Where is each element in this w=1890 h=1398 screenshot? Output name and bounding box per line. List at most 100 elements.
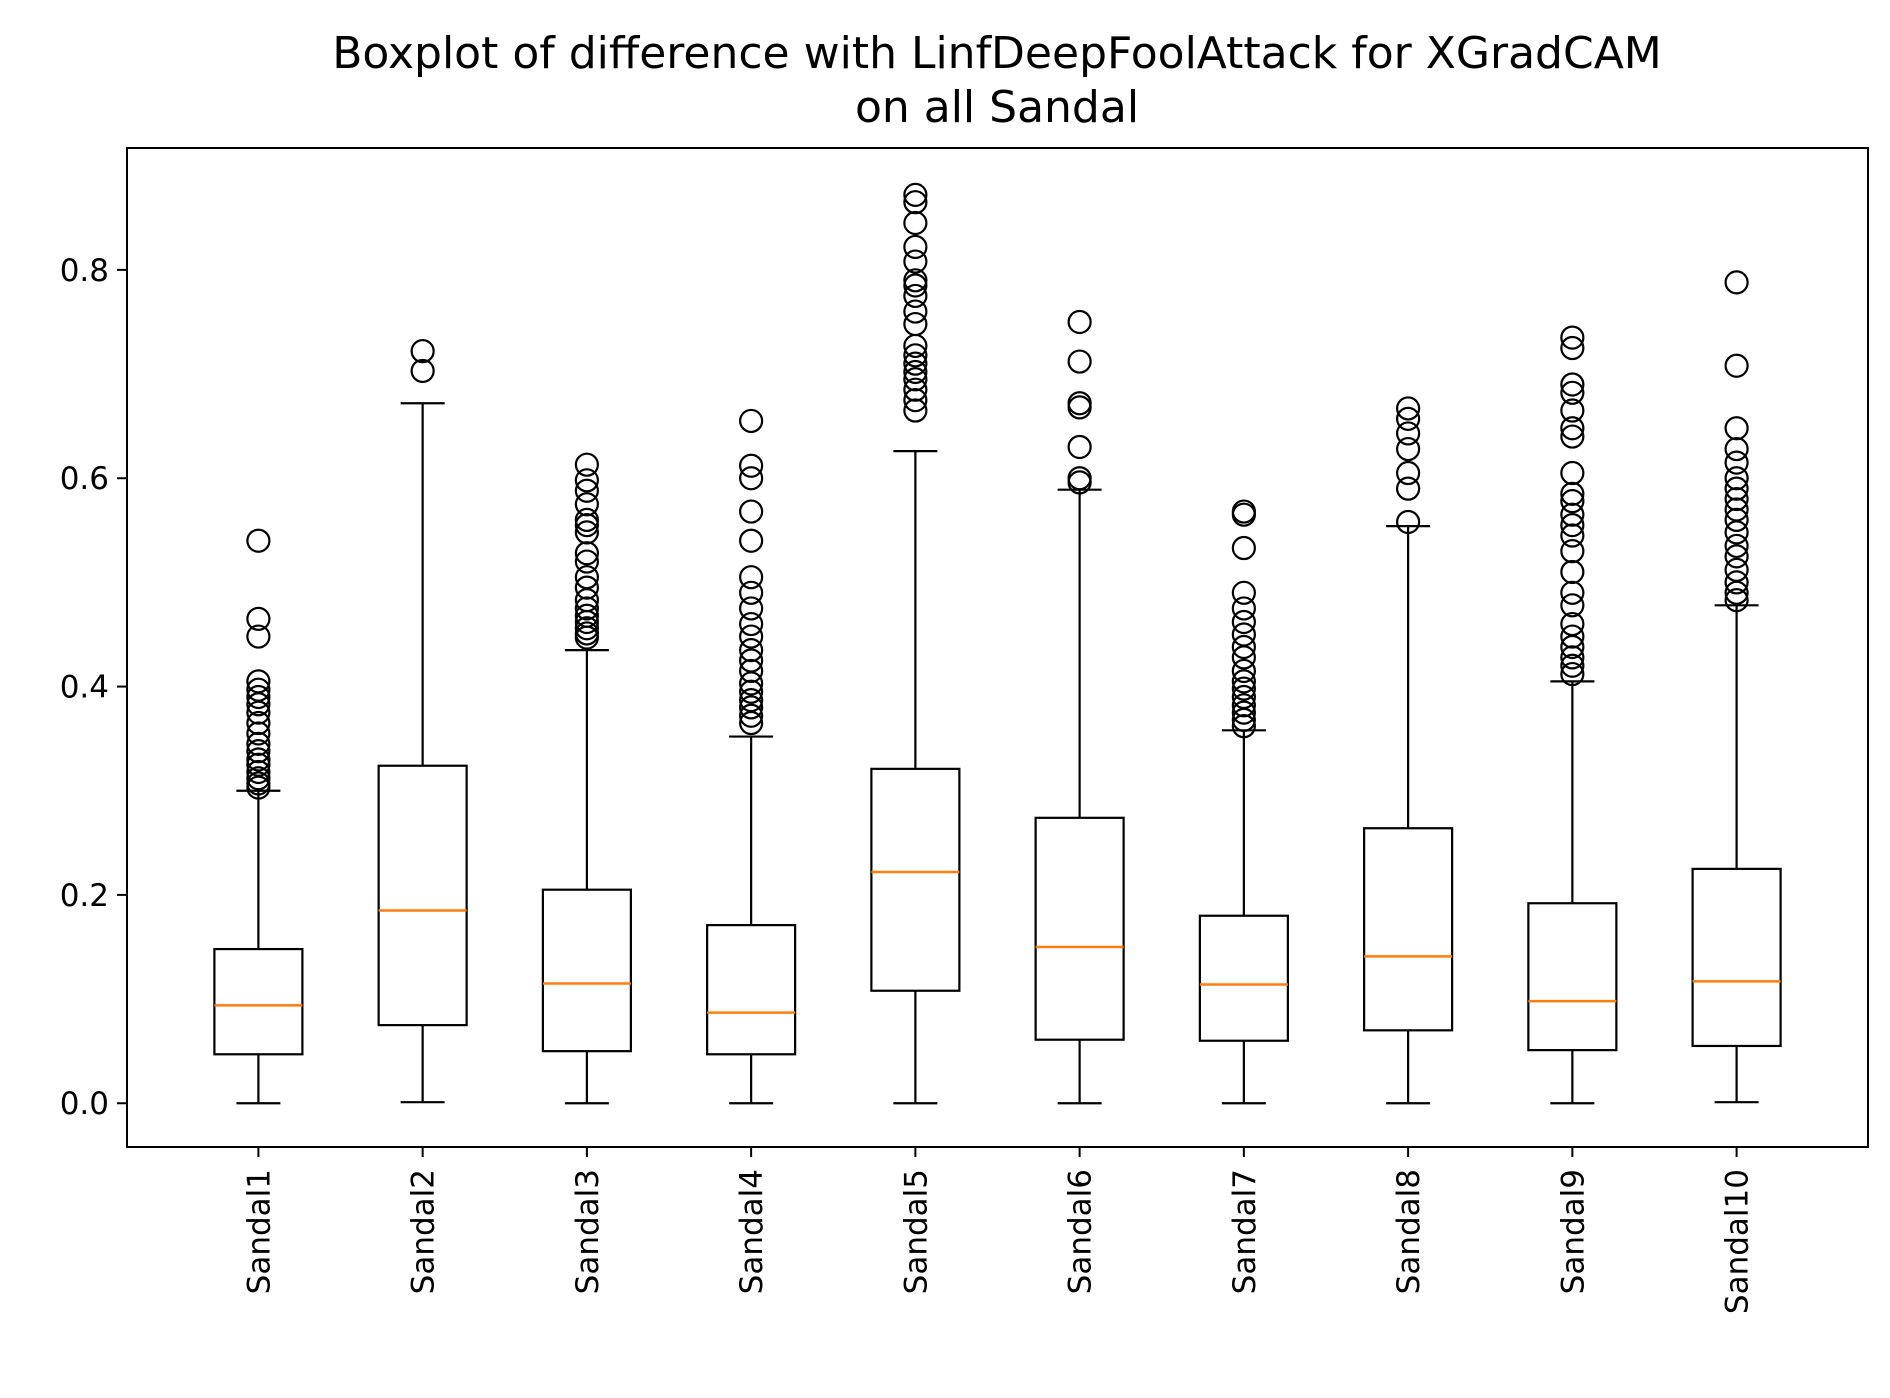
outlier-point [1724, 466, 1749, 491]
outlier-point [1560, 559, 1585, 585]
outlier-point [739, 499, 764, 524]
box-iqr [870, 767, 961, 992]
outlier-point [739, 528, 764, 553]
outlier-point [1231, 596, 1256, 621]
outlier-point [246, 606, 271, 631]
outlier-point [1231, 714, 1256, 739]
outlier-point [1231, 535, 1256, 561]
outlier-point [739, 580, 764, 605]
outlier-point [1724, 416, 1749, 441]
plot-area: 0.0 0.2 0.4 0.6 0.8 Sandal1 Sandal2 Sandal3 Sand… [60, 147, 1869, 1314]
x-tick-label: Sandal10 [1720, 1169, 1756, 1314]
y-tick-label: 0.8 [60, 253, 109, 289]
x-tick-label: Sandal6 [1063, 1169, 1099, 1294]
outlier-point [1231, 700, 1256, 725]
outlier-point [1067, 395, 1092, 420]
outlier-point [574, 616, 599, 641]
outlier-point [574, 520, 599, 545]
outlier-point [574, 512, 599, 538]
outlier-point [1560, 624, 1585, 649]
outlier-point [246, 747, 271, 772]
outlier-point [1560, 335, 1585, 361]
y-tick-label: 0.0 [60, 1086, 109, 1122]
outlier-point [1231, 622, 1256, 647]
box-iqr [1198, 914, 1289, 1042]
outlier-point [1231, 609, 1256, 635]
outlier-point [246, 759, 271, 785]
outlier-point [739, 679, 764, 704]
outlier-point [739, 710, 764, 736]
outlier-point [1560, 489, 1585, 514]
x-tick-label: Sandal1 [241, 1169, 277, 1294]
outlier-point [1560, 416, 1585, 441]
outlier-point [574, 452, 599, 477]
outlier-point [739, 624, 764, 649]
outlier-point [574, 541, 599, 566]
outlier-point [903, 190, 928, 215]
outlier-point [410, 339, 435, 364]
outlier-point [1724, 557, 1749, 582]
outlier-point [1231, 502, 1256, 527]
outlier-point [1067, 470, 1092, 495]
box-iqr [1363, 827, 1454, 1032]
outlier-point [903, 268, 928, 293]
outlier-point [903, 234, 928, 260]
outlier-point [1560, 661, 1585, 687]
outlier-point [1560, 380, 1585, 405]
outlier-point [574, 468, 599, 493]
x-tick-label: Sandal5 [898, 1169, 934, 1294]
outlier-point [410, 358, 435, 384]
x-tick-label: Sandal2 [406, 1169, 442, 1294]
outlier-point [1724, 436, 1749, 462]
outlier-point [1560, 645, 1585, 670]
outlier-point [739, 703, 764, 728]
outlier-point [1560, 460, 1585, 486]
outlier-point [574, 596, 599, 621]
outlier-point [903, 387, 928, 413]
box-iqr [377, 764, 468, 1027]
outlier-point [574, 609, 599, 635]
outlier-point [1560, 523, 1585, 548]
outlier-point [574, 507, 599, 532]
outlier-point [1231, 645, 1256, 670]
outlier-point [1396, 406, 1421, 431]
outlier-point [903, 299, 928, 324]
box-iqr [1691, 867, 1782, 1048]
outlier-point [1396, 421, 1421, 446]
x-tick-label: Sandal4 [734, 1169, 770, 1294]
outlier-point [1560, 481, 1585, 506]
outlier-point [1560, 593, 1585, 618]
outlier-point [903, 351, 928, 376]
outlier-point [574, 575, 599, 600]
outlier-point [246, 710, 271, 736]
box-iqr [541, 888, 632, 1053]
outlier-point [903, 377, 928, 402]
chart-title: Boxplot of difference with LinfDeepFoolA… [332, 28, 1662, 79]
outlier-point [903, 367, 928, 392]
outlier-point [1724, 353, 1749, 378]
chart-subtitle: on all Sandal [855, 82, 1139, 133]
outlier-point [1724, 533, 1749, 559]
outlier-point [246, 739, 271, 764]
outlier-point [1231, 693, 1256, 718]
outlier-point [903, 283, 928, 309]
outlier-point [739, 638, 764, 663]
outlier-point [246, 624, 271, 649]
y-tick-label: 0.6 [60, 461, 109, 497]
outlier-point [739, 596, 764, 621]
box-iqr [213, 947, 304, 1056]
outlier-point [1396, 436, 1421, 462]
outlier-point [1560, 372, 1585, 397]
outlier-point [739, 565, 764, 590]
outlier-point [1067, 434, 1092, 460]
plot-frame [126, 147, 1869, 1148]
outlier-point [246, 700, 271, 725]
outlier-point [739, 408, 764, 434]
outlier-point [903, 359, 928, 385]
outlier-point [739, 453, 764, 478]
outlier-point [1560, 502, 1585, 527]
outlier-point [1724, 450, 1749, 475]
outlier-point [1067, 349, 1092, 374]
outlier-point [1724, 580, 1749, 605]
